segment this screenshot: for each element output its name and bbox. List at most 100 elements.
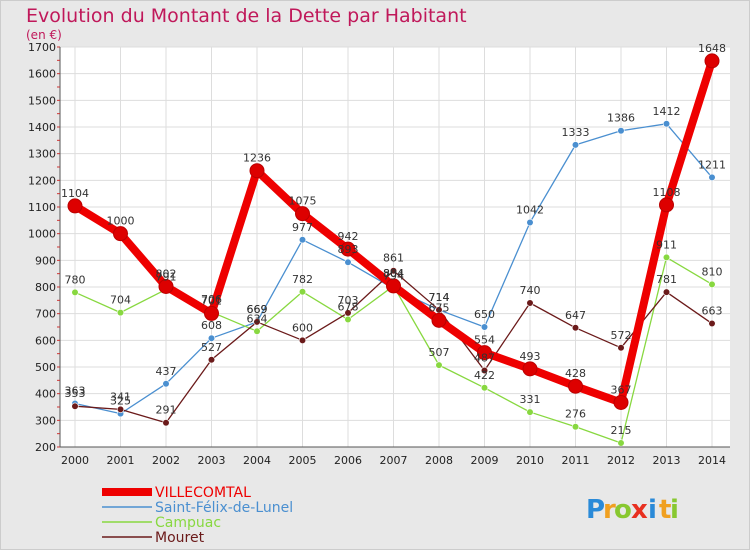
data-point [207, 356, 216, 364]
data-label: 804 [383, 267, 404, 280]
legend-label: VILLECOMTAL [155, 485, 251, 501]
y-tick-label: 1000 [28, 228, 56, 241]
data-label: 977 [292, 221, 313, 234]
y-tick-label: 800 [35, 281, 56, 294]
data-point [386, 278, 401, 294]
data-label: 1236 [243, 152, 271, 165]
x-tick-label: 2013 [653, 454, 681, 467]
y-tick-label: 1400 [28, 121, 56, 134]
y-tick-label: 900 [35, 254, 56, 267]
data-point [659, 197, 674, 213]
data-point [662, 288, 671, 296]
legend-label: Saint-Félix-de-Lunel [155, 500, 293, 516]
legend-item: Mouret [102, 530, 205, 546]
data-point [526, 299, 534, 307]
data-label: 422 [474, 369, 495, 382]
legend: VILLECOMTALSaint-Félix-de-LunelCampuacMo… [102, 485, 293, 546]
data-label: 647 [565, 309, 586, 322]
x-tick-label: 2008 [425, 454, 453, 467]
series-mouret [71, 267, 716, 427]
data-label: 861 [383, 252, 404, 265]
x-tick-label: 2009 [471, 454, 499, 467]
x-tick-label: 2000 [61, 454, 89, 467]
data-point [662, 120, 671, 128]
data-point [113, 226, 128, 242]
y-tick-label: 200 [35, 441, 56, 454]
data-point [344, 258, 352, 266]
data-label: 706 [201, 293, 222, 306]
x-tick-label: 2014 [698, 454, 726, 467]
y-tick-label: 1200 [28, 174, 56, 187]
data-point [435, 361, 443, 369]
data-label: 740 [520, 284, 541, 297]
data-label: 703 [338, 294, 359, 307]
proxiti-logo: Pro x i ti [586, 495, 679, 525]
data-label: 678 [338, 301, 359, 314]
data-label: 215 [611, 424, 632, 437]
data-label: 669 [247, 303, 268, 316]
data-point [207, 334, 216, 342]
data-label: 572 [611, 329, 632, 342]
data-label: 675 [429, 301, 450, 314]
data-point [116, 405, 125, 414]
legend-label: Campuac [155, 515, 221, 531]
data-point [662, 253, 671, 261]
y-tick-label: 700 [35, 308, 56, 321]
data-label: 794 [383, 270, 404, 283]
data-label: 911 [656, 238, 677, 251]
legend-item: VILLECOMTAL [102, 485, 251, 501]
data-point [344, 309, 352, 317]
data-point [571, 423, 580, 431]
data-label: 1000 [107, 215, 135, 228]
data-point [708, 173, 716, 181]
data-point [162, 419, 170, 427]
logo-letter: t [659, 495, 671, 525]
data-label: 791 [156, 270, 177, 283]
data-label: 714 [429, 291, 450, 304]
logo-letter: P [586, 495, 605, 525]
data-point [67, 198, 83, 214]
data-label: 704 [110, 294, 131, 307]
data-label: 942 [338, 230, 359, 243]
data-point [340, 241, 356, 257]
data-label: 1108 [653, 186, 681, 199]
data-label: 507 [429, 346, 450, 359]
data-label: 782 [292, 273, 313, 286]
data-point [71, 402, 79, 410]
data-point [295, 206, 310, 222]
data-label: 276 [565, 408, 586, 421]
data-point [389, 267, 398, 275]
data-point [431, 312, 447, 328]
data-label: 363 [65, 385, 86, 398]
chart-title: Evolution du Montant de la Dette par Hab… [26, 5, 467, 27]
data-point [480, 384, 489, 392]
y-tick-label: 1500 [28, 94, 56, 107]
x-tick-label: 2003 [198, 454, 226, 467]
data-point [613, 394, 629, 410]
data-label: 341 [110, 390, 131, 403]
data-label: 437 [156, 365, 177, 378]
x-tick-label: 2010 [516, 454, 544, 467]
data-point [116, 309, 125, 317]
data-label: 810 [702, 265, 723, 278]
data-point [253, 318, 261, 326]
x-tick-label: 2002 [152, 454, 180, 467]
data-labels-villecomtal: 1104 1000 802 701 1236 1075 942 804 675 554 493 428… [61, 42, 726, 397]
legend-item: Campuac [102, 515, 221, 531]
data-point [617, 344, 625, 352]
y-tick-label: 500 [35, 361, 56, 374]
series-villecomtal [67, 53, 720, 410]
data-label: 487 [474, 351, 495, 364]
data-label: 804 [383, 267, 404, 280]
data-label: 781 [656, 273, 677, 286]
data-label: 353 [65, 387, 86, 400]
x-tick-label: 2007 [380, 454, 408, 467]
data-label: 663 [702, 305, 723, 318]
data-point [298, 288, 307, 296]
data-point [617, 127, 625, 135]
data-label: 1333 [562, 126, 590, 139]
data-label: 1104 [61, 187, 89, 200]
data-label: 802 [156, 267, 177, 280]
